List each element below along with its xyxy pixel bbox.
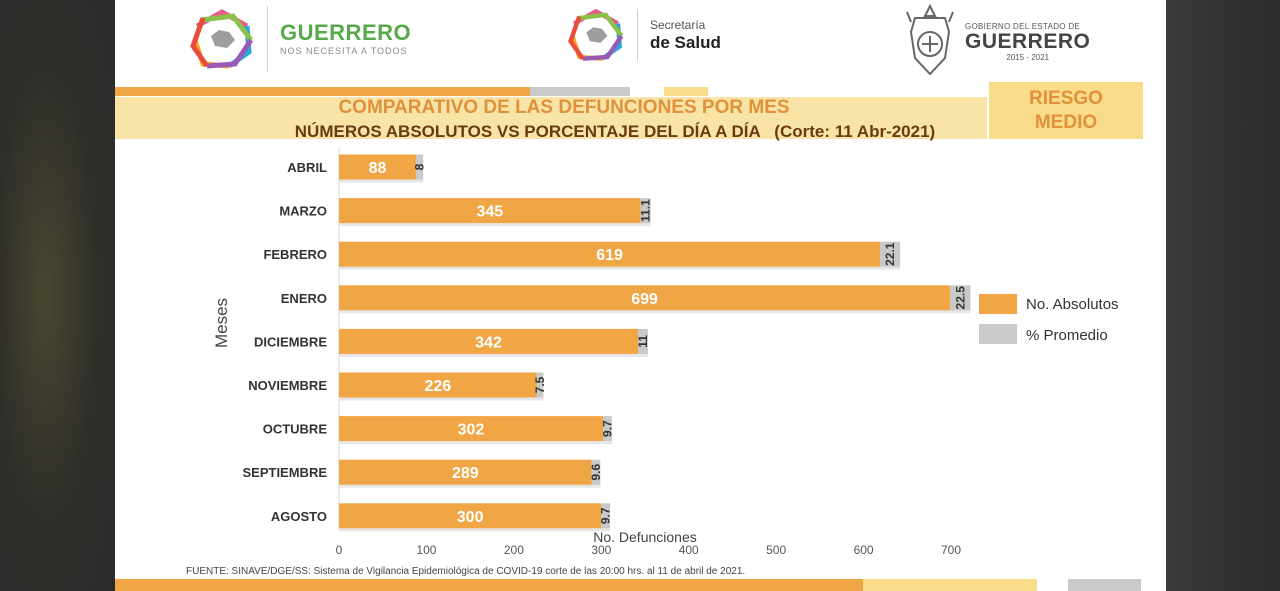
bar-absolutos-enero [339,285,951,311]
bar-promedio-abril [415,154,424,180]
bar-promedio-diciembre [638,328,648,354]
guerrero-wordmark: GUERRERO [280,20,412,45]
logo-divider [267,6,268,72]
category-label: AGOSTO [271,509,327,524]
x-tick-label: 600 [854,543,874,557]
risk-level-box: RIESGO MEDIO [987,82,1143,139]
bar-promedio-octubre [603,416,612,442]
gobierno-years: 2015 - 2021 [1006,53,1050,62]
category-label: ENERO [281,291,327,306]
data-label-absolutos: 289 [452,465,479,482]
bar-absolutos-abril [339,154,416,180]
bar-absolutos-marzo [339,198,641,224]
x-tick-label: 500 [766,543,786,557]
risk-level-value: MEDIO [1034,111,1098,133]
title-band [115,97,987,139]
x-axis-title: No. Defunciones [593,529,697,545]
bar-absolutos-septiembre [339,459,592,485]
category-label: OCTUBRE [263,422,328,437]
source-footnote: FUENTE: SINAVE/DGE/SS: Sistema de Vigila… [186,566,746,577]
bar-promedio-marzo [640,198,651,224]
chart-title: COMPARATIVO DE LAS DEFUNCIONES POR MES [338,97,790,118]
secretaria-label: Secretaría [650,17,706,32]
gobierno-logo: GOBIERNO DEL ESTADO DE GUERRERO 2015 - 2… [905,2,1090,82]
header-stripe-gray [530,87,630,96]
data-label-promedio: 9.7 [599,507,613,524]
x-tick-label: 400 [679,543,699,557]
category-label: FEBRERO [263,247,327,262]
legend-label-promedio: % Promedio [1026,327,1108,344]
header-stripe-yellow [664,87,708,96]
chart-subtitle: NÚMEROS ABSOLUTOS VS PORCENTAJE DEL DÍA … [294,122,936,141]
bar-promedio-noviembre [536,372,544,398]
bar-promedio-agosto [601,503,611,529]
data-label-absolutos: 342 [475,334,502,351]
slide: GUERRERO NOS NECESITA A TODOS Secretaría… [115,0,1166,591]
data-label-promedio: 9.6 [589,464,603,481]
bar-absolutos-agosto [339,503,602,529]
gobierno-guerrero-label: GUERRERO [965,30,1091,53]
data-label-promedio: 8 [413,163,427,170]
video-frame-right [1166,0,1280,591]
y-axis-title: Meses [212,298,231,348]
category-label: NOVIEMBRE [248,378,327,393]
legend-swatch-absolutos [979,294,1017,314]
category-label: ABRIL [287,160,327,175]
bar-promedio-enero [950,285,971,311]
guerrero-emblem-icon [190,9,254,69]
secretaria-salud-logo: Secretaría de Salud [567,6,721,64]
gobierno-label: GOBIERNO DEL ESTADO DE [965,22,1081,31]
footer-stripe-orange [115,579,863,591]
data-label-absolutos: 88 [369,160,387,177]
x-tick-label: 200 [504,543,524,557]
x-tick-label: 100 [416,543,436,557]
salud-emblem-icon [568,8,624,61]
x-tick-label: 700 [941,543,961,557]
data-label-absolutos: 345 [476,204,503,221]
bar-absolutos-febrero [339,241,881,267]
header-stripe-orange [115,87,530,96]
logo-divider [637,9,638,61]
data-label-promedio: 7.5 [533,376,547,393]
data-label-promedio: 9.7 [600,420,614,437]
category-label: MARZO [279,204,327,219]
video-frame-left [0,0,115,591]
data-label-absolutos: 300 [457,509,484,526]
guerrero-logo: GUERRERO NOS NECESITA A TODOS [189,6,411,72]
data-label-promedio: 22.1 [883,242,897,266]
x-tick-label: 300 [591,543,611,557]
bar-absolutos-diciembre [339,328,639,354]
bar-absolutos-octubre [339,416,604,442]
guerrero-tagline: NOS NECESITA A TODOS [280,46,408,56]
data-label-promedio: 11 [636,335,650,348]
data-label-absolutos: 619 [596,247,623,264]
data-label-absolutos: 699 [631,291,658,308]
data-label-promedio: 11.1 [639,199,653,222]
footer-stripe-yellow [863,579,1037,591]
bar-absolutos-noviembre [339,372,537,398]
category-label: SEPTIEMBRE [242,465,327,480]
de-salud-label: de Salud [650,32,721,52]
data-label-absolutos: 226 [424,378,451,395]
bar-promedio-septiembre [591,459,601,485]
state-coat-of-arms-icon [906,3,954,76]
data-label-promedio: 22.5 [953,286,967,310]
footer-stripe-gray [1068,579,1141,591]
data-label-absolutos: 302 [458,422,485,439]
category-label: DICIEMBRE [254,334,327,349]
risk-level-label: RIESGO [1029,87,1103,109]
legend-swatch-promedio [979,324,1017,344]
legend-label-absolutos: No. Absolutos [1026,296,1119,313]
x-tick-label: 0 [336,543,343,557]
bar-promedio-febrero [880,241,901,267]
